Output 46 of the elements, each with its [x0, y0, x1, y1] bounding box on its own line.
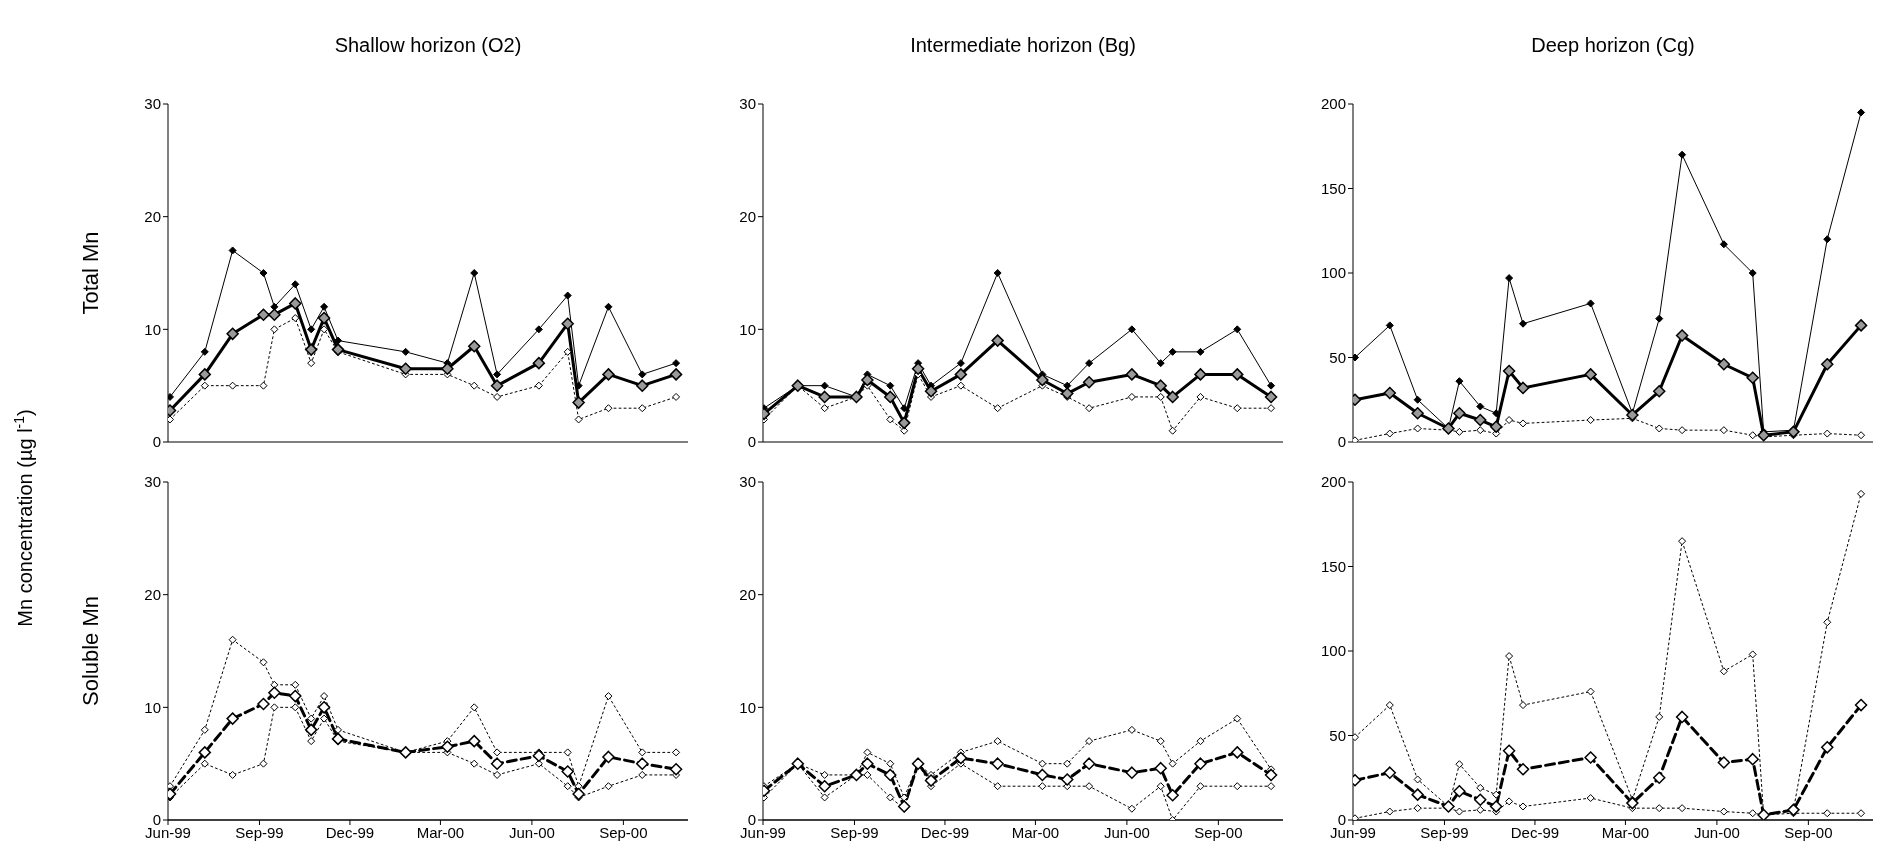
x-tick-label: Jun-00	[508, 823, 555, 841]
x-tick-label: Sep-99	[1420, 823, 1469, 841]
y-tick-label: 30	[739, 473, 756, 491]
x-tick-label: Mar-00	[1601, 823, 1650, 841]
y-tick-label: 0	[152, 811, 161, 829]
y-tick-label: 150	[1320, 179, 1346, 197]
x-tick-label: Dec-99	[1510, 823, 1560, 841]
y-tick-label: 50	[1329, 348, 1346, 366]
y-tick-label: 20	[144, 207, 161, 225]
y-tick-label: 10	[144, 320, 161, 338]
x-tick-label: Dec-99	[920, 823, 970, 841]
y-tick-label: 150	[1320, 557, 1346, 575]
y-tick-label: 30	[144, 95, 161, 113]
y-tick-label: 200	[1320, 473, 1346, 491]
x-tick-label: Dec-99	[325, 823, 375, 841]
y-axis-title: Total Mn	[77, 231, 103, 315]
x-tick-label: Sep-00	[599, 823, 648, 841]
y-tick-label: 30	[144, 473, 161, 491]
y-tick-label: 0	[747, 433, 756, 451]
x-tick-label: Sep-00	[1784, 823, 1833, 841]
y-tick-label: 0	[152, 433, 161, 451]
y-tick-label: 0	[747, 811, 756, 829]
y-tick-label: 10	[739, 698, 756, 716]
y-tick-label: 10	[739, 320, 756, 338]
y-tick-label: 0	[1337, 433, 1346, 451]
y-tick-label: 30	[739, 95, 756, 113]
y-tick-label: 200	[1320, 95, 1346, 113]
x-tick-label: Mar-00	[416, 823, 465, 841]
chart-title: Intermediate horizon (Bg)	[909, 34, 1137, 57]
x-tick-label: Jun-00	[1103, 823, 1150, 841]
chart-title: Shallow horizon (O2)	[333, 34, 523, 57]
x-tick-label: Sep-00	[1194, 823, 1243, 841]
x-tick-label: Sep-99	[235, 823, 284, 841]
x-tick-label: Mar-00	[1011, 823, 1060, 841]
y-tick-label: 50	[1329, 726, 1346, 744]
x-tick-label: Jun-00	[1693, 823, 1740, 841]
y-axis-title: Soluble Mn	[77, 595, 103, 707]
y-tick-label: 10	[144, 698, 161, 716]
y-tick-label: 100	[1320, 642, 1346, 660]
x-tick-label: Sep-99	[830, 823, 879, 841]
y-tick-label: 20	[144, 585, 161, 603]
y-tick-label: 20	[739, 585, 756, 603]
y-tick-label: 100	[1320, 264, 1346, 282]
chart-title: Deep horizon (Cg)	[1530, 34, 1696, 57]
y-tick-label: 20	[739, 207, 756, 225]
y-tick-label: 0	[1337, 811, 1346, 829]
